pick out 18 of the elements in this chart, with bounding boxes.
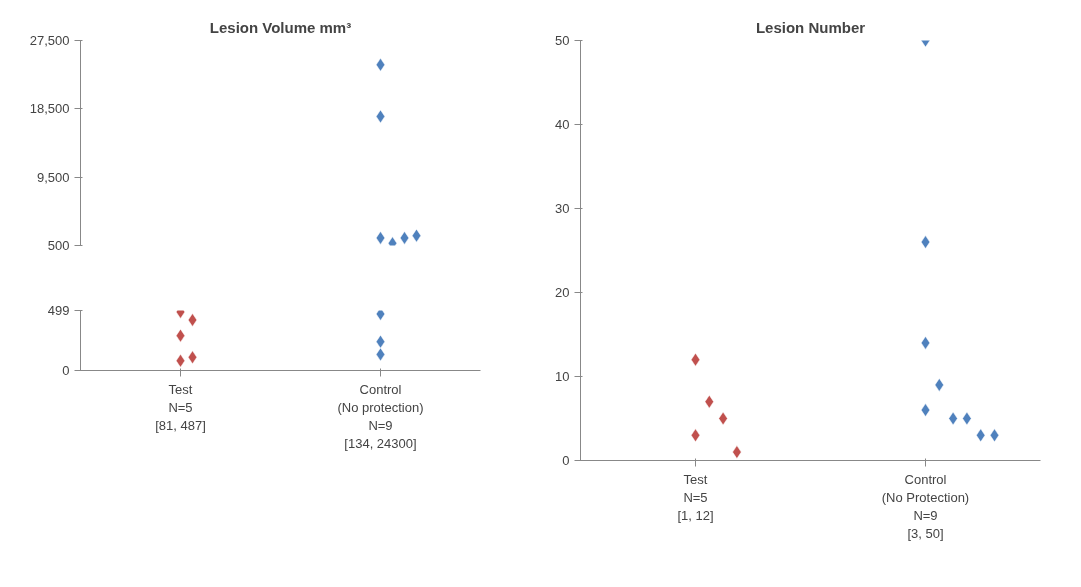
y-tick-label: 27,500 — [29, 33, 70, 48]
y-tick-label: 40 — [555, 117, 570, 132]
y-tick-label: 18,500 — [29, 101, 70, 117]
y-tick-label: 10 — [555, 369, 570, 384]
y-tick-label: 50 — [555, 33, 570, 48]
y-tick-label: 9,500 — [36, 169, 70, 185]
x-tick-label: Test N=5 [1, 12] — [677, 471, 714, 523]
y-tick-label: 30 — [555, 201, 570, 216]
y-tick-label: 0 — [562, 453, 570, 468]
x-tick-label: Test N=5 [81, 487] — [155, 381, 206, 433]
chart-title: Lesion Volume mm³ — [209, 18, 352, 36]
y-tick-label: 20 — [555, 285, 570, 300]
x-tick-label: Control (No Protection) N=9 [3, 50] — [881, 471, 970, 541]
chart-title: Lesion Number — [755, 18, 866, 36]
y-tick-label: 499 — [47, 303, 70, 318]
x-tick-label: Control (No protection) N=9 [134, 24300] — [337, 381, 424, 451]
y-tick-label: 0 — [62, 363, 70, 378]
y-tick-label: 500 — [47, 238, 70, 253]
